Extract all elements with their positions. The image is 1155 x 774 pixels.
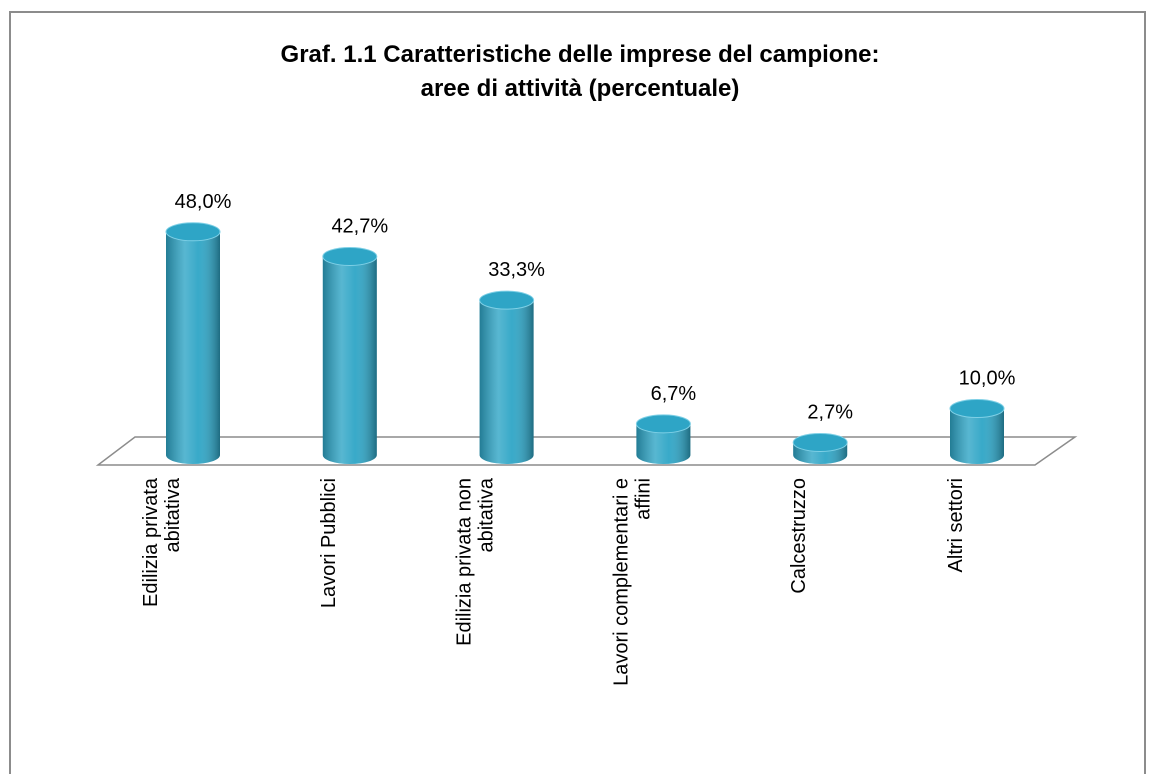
x-tick-label: Lavori Pubblici xyxy=(318,478,340,608)
value-label: 42,7% xyxy=(331,215,388,237)
bar-shade xyxy=(166,231,220,464)
value-label: 6,7% xyxy=(651,383,697,405)
x-tick-label: Edilizia privata xyxy=(140,477,162,607)
x-tick-label: Lavori complementari e xyxy=(610,478,632,686)
bar-shade xyxy=(322,256,377,464)
x-tick-label: Calcestruzzo xyxy=(788,478,810,594)
x-tick-label: Altri settori xyxy=(945,478,967,572)
bar-shade xyxy=(479,300,534,464)
x-tick-label: abitativa xyxy=(476,477,498,552)
bar-top xyxy=(322,246,378,266)
bar-top xyxy=(165,222,221,242)
frame xyxy=(9,11,1146,774)
chart-title: Graf. 1.1 Caratteristiche delle imprese … xyxy=(281,41,880,68)
value-label: 48,0% xyxy=(175,191,232,213)
value-label: 10,0% xyxy=(959,368,1016,390)
bar-top xyxy=(949,399,1005,418)
chart-title: aree di attività (percentuale) xyxy=(421,75,740,102)
x-tick-label: abitativa xyxy=(162,477,184,552)
bar-top xyxy=(479,290,535,310)
x-tick-label: affini xyxy=(632,478,654,520)
bar-shade xyxy=(636,423,691,464)
x-tick-label: Edilizia privata non xyxy=(454,478,476,646)
bar-top xyxy=(792,432,848,452)
value-label: 33,3% xyxy=(488,259,545,281)
bar-shade xyxy=(950,408,1004,464)
floor xyxy=(95,436,1078,466)
value-label: 2,7% xyxy=(807,401,853,423)
bar-top xyxy=(635,414,691,434)
